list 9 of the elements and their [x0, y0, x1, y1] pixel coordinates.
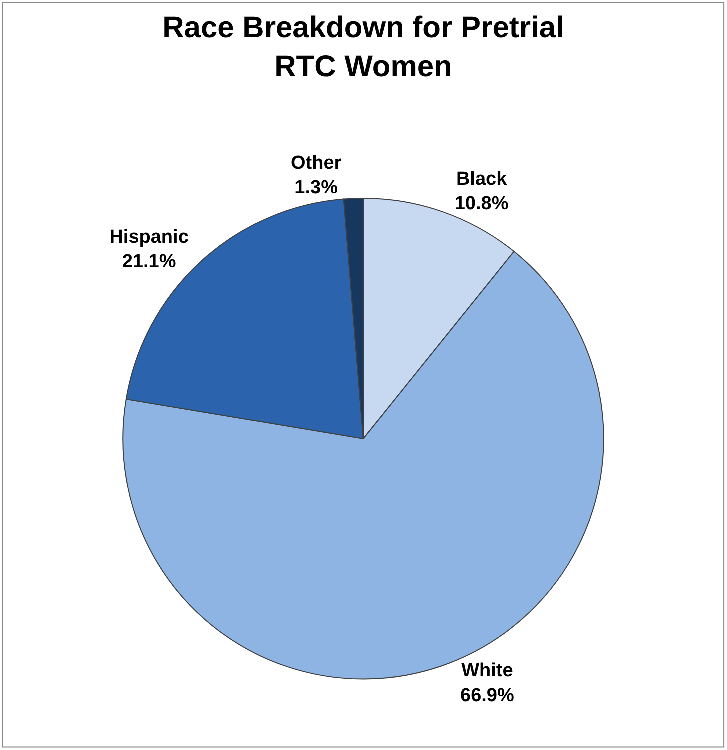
- data-label: 10.8%: [454, 194, 509, 215]
- chart-title: Race Breakdown for Pretrial RTC Women: [162, 12, 564, 84]
- slice-label: White: [462, 660, 514, 682]
- data-label: 21.1%: [122, 251, 176, 272]
- slice-label: Hispanic: [110, 226, 190, 248]
- data-label: 1.3%: [294, 178, 338, 199]
- slice-label: Other: [290, 153, 342, 174]
- data-label: 66.9%: [460, 685, 514, 706]
- slice-label: Black: [456, 169, 508, 190]
